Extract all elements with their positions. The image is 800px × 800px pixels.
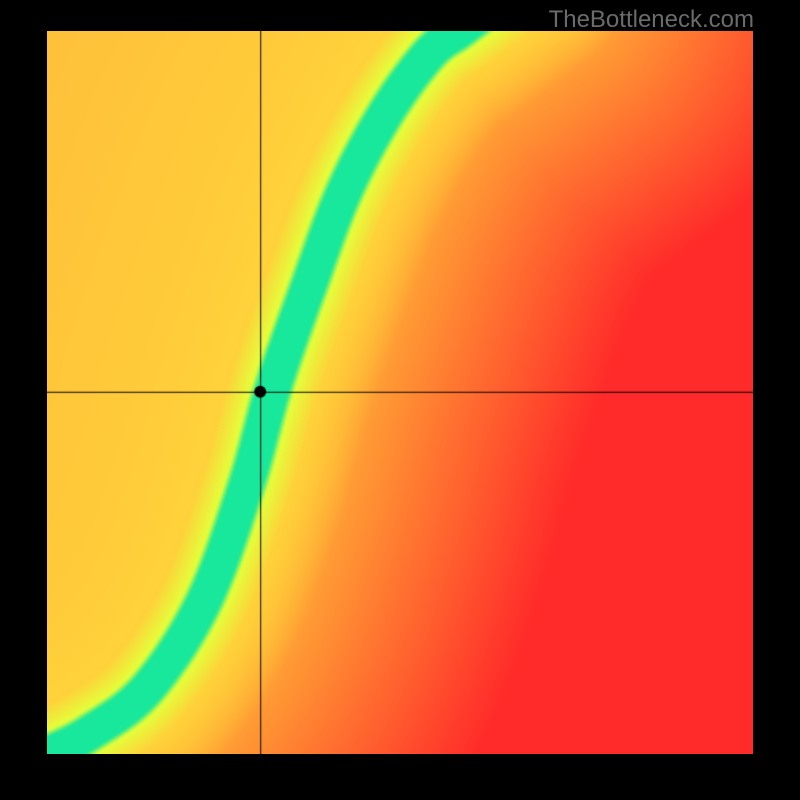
figure-container: TheBottleneck.com <box>0 0 800 800</box>
heatmap-canvas <box>47 31 753 754</box>
plot-area <box>47 31 753 754</box>
watermark-text: TheBottleneck.com <box>549 6 754 34</box>
